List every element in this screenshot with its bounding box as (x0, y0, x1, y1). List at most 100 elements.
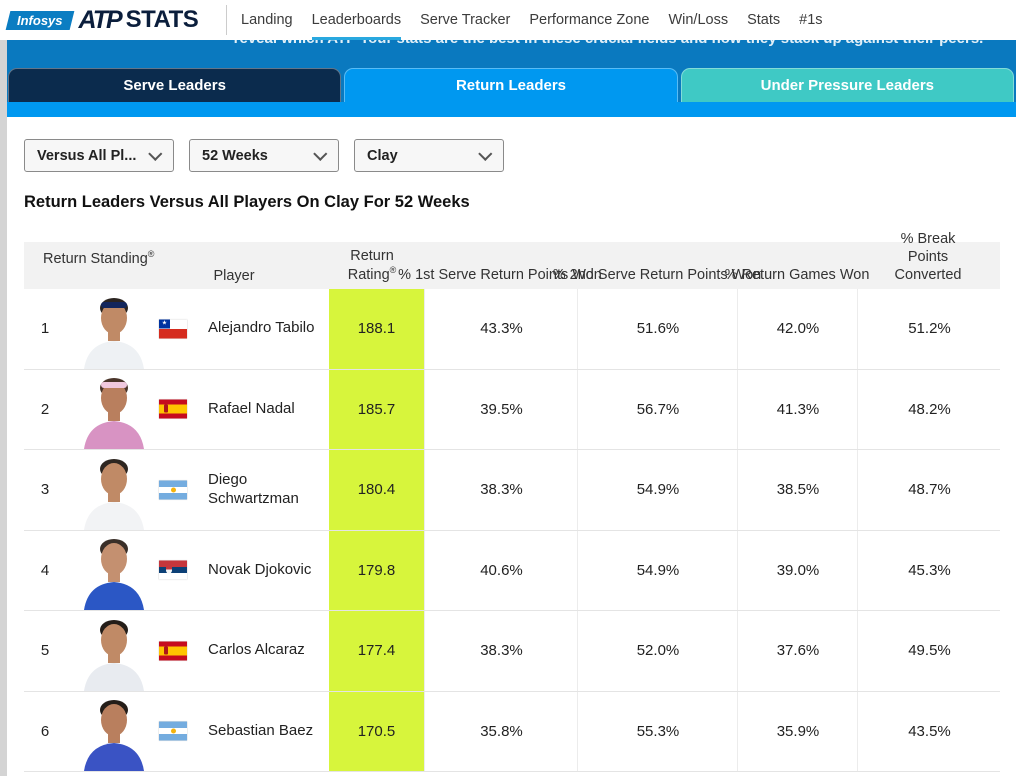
filter-matchup[interactable]: Versus All Pl... (24, 139, 174, 172)
col-first-serve-return: % 1st Serve Return Points Won (398, 266, 602, 283)
stat-break-points-converted: 45.3% (857, 530, 1001, 610)
stat-second-serve-return: 52.0% (577, 611, 738, 691)
spain-flag-icon (159, 399, 187, 419)
stat-first-serve-return: 40.6% (424, 530, 578, 610)
player-photo (74, 693, 154, 771)
tab-under-pressure-leaders[interactable]: Under Pressure Leaders (680, 68, 1014, 102)
atp-logo: ATP (78, 5, 123, 34)
player-photo (74, 613, 154, 691)
player-avatar-icon (84, 539, 144, 610)
filter-timeframe[interactable]: 52 Weeks (189, 139, 339, 172)
player-avatar-icon (84, 458, 144, 530)
header-divider (226, 5, 227, 35)
argentina-flag-icon (159, 721, 187, 741)
table-row: 5 Carlos Alcaraz 177.4 38.3% 52.0% 37.6%… (24, 611, 1000, 692)
infosys-logo-text: Infosys (17, 12, 63, 28)
argentina-flag-icon (159, 480, 187, 500)
table-header-row: Return Standing® Player Return Rating® % … (24, 231, 1000, 289)
chile-flag-icon (159, 319, 187, 339)
player-photo (74, 291, 154, 369)
nav-item-landing[interactable]: Landing (241, 12, 293, 28)
hero-description: reveal which ATP Tour stats are the best… (205, 40, 1012, 47)
nav-item-1s[interactable]: #1s (799, 12, 823, 28)
table-row: 2 Rafael Nadal 185.7 39.5% 56.7% 41.3% 4… (24, 369, 1001, 450)
col-return-rating: Return Rating® (347, 247, 397, 283)
registered-mark: ® (389, 265, 397, 276)
filter-bar: Versus All Pl... 52 Weeks Clay (24, 139, 1000, 172)
rank-cell: 1 (40, 320, 50, 338)
tab-return-leaders[interactable]: Return Leaders (344, 68, 678, 102)
player-name: Carlos Alcaraz (208, 641, 305, 659)
player-name: Diego Schwartzman (208, 471, 299, 507)
registered-mark: ® (147, 249, 155, 259)
hero-banner: reveal which ATP Tour stats are the best… (0, 40, 1016, 117)
stats-logo-text: STATS (125, 6, 199, 33)
nav-item-performance-zone[interactable]: Performance Zone (529, 12, 650, 28)
stat-second-serve-return: 55.3% (577, 691, 738, 771)
leaderboard-rows: 1 Alejandro Tabilo 188.1 43.3% 51.6% 42.… (24, 289, 1000, 772)
col-player: Player (213, 268, 255, 284)
return-rating-cell: 177.4 (329, 611, 424, 691)
return-rating-cell: 180.4 (329, 450, 424, 530)
chevron-down-icon (313, 146, 328, 161)
leaderboard-table: Return Standing® Player Return Rating® % … (24, 231, 1000, 772)
player-avatar-icon (84, 700, 144, 771)
player-photo (74, 452, 154, 530)
brand-logo[interactable]: Infosys ATP STATS (5, 5, 226, 35)
chevron-down-icon (148, 146, 163, 161)
player-name: Sebastian Baez (208, 721, 314, 739)
filter-surface[interactable]: Clay (354, 139, 504, 172)
stat-first-serve-return: 43.3% (424, 289, 578, 369)
nav-item-win-loss[interactable]: Win/Loss (668, 12, 729, 28)
stat-second-serve-return: 54.9% (577, 450, 738, 530)
spain-flag-icon (159, 641, 187, 661)
infosys-logo: Infosys (5, 10, 74, 30)
return-rating-cell: 188.1 (329, 289, 424, 369)
rank-cell: 4 (40, 561, 50, 579)
rank-cell: 2 (40, 400, 50, 418)
table-row: 1 Alejandro Tabilo 188.1 43.3% 51.6% 42.… (24, 289, 1000, 370)
rank-cell: 5 (40, 642, 50, 660)
stat-break-points-converted: 49.5% (857, 611, 1001, 691)
stat-break-points-converted: 51.2% (857, 289, 1001, 369)
leaderboard-tabs: Serve Leaders Return Leaders Under Pressur… (0, 66, 1016, 102)
stat-return-games-won: 37.6% (737, 611, 858, 691)
stat-break-points-converted: 48.2% (857, 369, 1001, 449)
stat-second-serve-return: 51.6% (577, 289, 738, 369)
tab-serve-leaders[interactable]: Serve Leaders (8, 68, 342, 102)
stat-return-games-won: 39.0% (737, 530, 858, 610)
page-title: Return Leaders Versus All Players On Cla… (24, 193, 470, 211)
player-name: Rafael Nadal (208, 399, 295, 417)
player-photo (74, 532, 154, 610)
chevron-down-icon (478, 146, 493, 161)
player-avatar-icon (84, 619, 144, 691)
player-name: Alejandro Tabilo (208, 319, 315, 337)
stat-return-games-won: 35.9% (737, 691, 858, 771)
col-second-serve-return: % 2nd Serve Return Points Won (552, 266, 762, 283)
table-row: 6 Sebastian Baez 170.5 35.8% 55.3% 35.9%… (24, 691, 1001, 772)
active-tab-strip (0, 102, 1016, 117)
stat-return-games-won: 42.0% (737, 289, 858, 369)
page-edge-strip (0, 40, 7, 776)
stat-break-points-converted: 43.5% (857, 691, 1001, 771)
nav-item-leaderboards[interactable]: Leaderboards (311, 0, 402, 40)
table-row: 4 Novak Djokovic 179.8 40.6% 54.9% 39.0%… (24, 530, 1001, 611)
stat-first-serve-return: 38.3% (424, 450, 578, 530)
stat-return-games-won: 38.5% (737, 450, 858, 530)
stat-second-serve-return: 54.9% (577, 530, 738, 610)
nav-item-serve-tracker[interactable]: Serve Tracker (420, 12, 511, 28)
main-content: Versus All Pl... 52 Weeks Clay Return Le… (0, 117, 1016, 772)
rank-cell: 3 (40, 481, 50, 499)
filter-value: Versus All Pl... (37, 147, 137, 164)
stat-return-games-won: 41.3% (737, 369, 858, 449)
stat-second-serve-return: 56.7% (577, 369, 738, 449)
primary-nav: Landing Leaderboards Serve Tracker Performa… (241, 0, 823, 40)
filter-value: Clay (367, 147, 398, 164)
nav-item-stats[interactable]: Stats (747, 12, 781, 28)
player-name: Novak Djokovic (208, 560, 312, 578)
stat-break-points-converted: 48.7% (857, 450, 1001, 530)
hero-text-clip: reveal which ATP Tour stats are the best… (0, 40, 1016, 66)
filter-value: 52 Weeks (202, 147, 268, 164)
player-avatar-icon (84, 378, 144, 449)
return-rating-cell: 185.7 (329, 369, 424, 449)
